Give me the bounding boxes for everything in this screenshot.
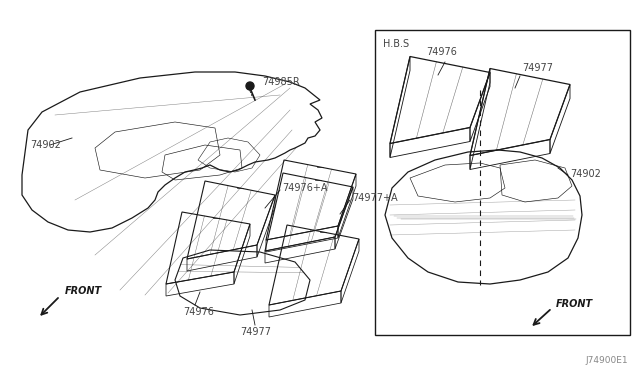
Text: 74977: 74977: [522, 63, 553, 73]
Text: 74976: 74976: [183, 307, 214, 317]
Text: 74977: 74977: [240, 327, 271, 337]
Text: 74902: 74902: [30, 140, 61, 150]
Circle shape: [246, 82, 254, 90]
Text: FRONT: FRONT: [65, 286, 102, 296]
Text: J74900E1: J74900E1: [586, 356, 628, 365]
Text: 74985R: 74985R: [262, 77, 300, 87]
Text: 74902: 74902: [570, 169, 601, 179]
Bar: [375, 30, 630, 335]
Text: 74977+A: 74977+A: [352, 193, 397, 203]
Text: H.B.S: H.B.S: [383, 39, 409, 49]
Text: 74976+A: 74976+A: [282, 183, 328, 193]
Text: 74976: 74976: [427, 47, 458, 57]
Text: FRONT: FRONT: [556, 299, 593, 309]
